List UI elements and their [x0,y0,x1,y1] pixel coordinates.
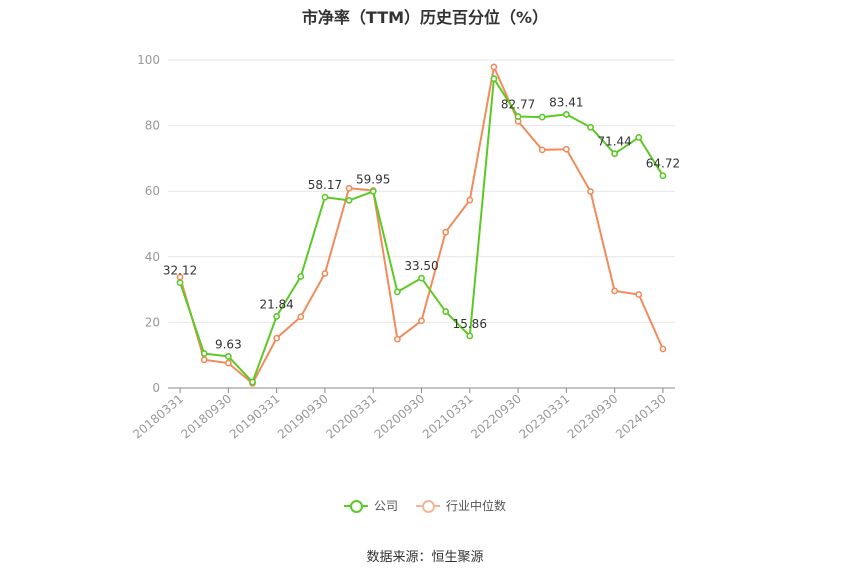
data-point-company [490,75,498,83]
data-label: 21.84 [259,297,293,311]
data-point-company [562,111,570,118]
chart-plot: 0 20 40 60 80 100 2018033120180930201903312019… [130,53,680,442]
data-point-industry [297,313,305,321]
data-point-industry [587,188,594,195]
x-tick-label: 20240130 [613,392,669,442]
legend-item-company[interactable]: 公司 [343,497,398,514]
data-point-industry [466,196,474,204]
y-tick-label: 20 [145,315,160,329]
data-point-industry [635,291,643,298]
data-point-company [659,172,667,180]
data-point-industry [611,287,619,295]
data-point-company [297,273,305,280]
data-label: 83.41 [549,95,583,109]
data-point-company [249,378,256,386]
data-label: 9.63 [215,337,242,351]
data-point-company [418,274,425,282]
data-point-company [200,350,208,357]
legend-item-industry[interactable]: 行业中位数 [416,497,506,514]
data-point-company [273,312,281,320]
x-tick-label: 20190331 [227,392,283,442]
data-point-company [224,353,232,360]
data-label: 15.86 [453,317,487,331]
data-point-industry [393,335,401,343]
data-point-industry [659,345,667,353]
data-point-company [538,113,546,121]
legend-industry-marker-icon [416,499,440,513]
data-point-industry [490,63,498,71]
x-tick-label: 20180930 [178,392,234,442]
data-point-industry [562,145,570,153]
y-tick-label: 60 [145,184,160,198]
x-tick-label: 20190930 [275,392,331,442]
data-point-company [611,150,619,158]
y-tick-label: 40 [145,250,160,264]
x-tick-label: 20220930 [468,392,524,442]
data-point-company [345,196,353,204]
x-tick-label: 20200331 [323,392,379,442]
legend-company-label: 公司 [373,499,398,513]
data-point-company [587,123,594,131]
series-line-industry [179,65,664,385]
x-tick-label: 20180331 [130,392,186,442]
data-point-industry [321,270,329,277]
data-label: 82.77 [501,98,535,112]
data-point-company [514,113,522,120]
legend: 公司 行业中位数 [0,497,850,514]
data-point-company [466,332,474,340]
data-point-company [393,288,401,296]
x-tick-label: 20230331 [516,392,572,442]
data-point-company [369,187,377,195]
data-label: 33.50 [404,259,438,273]
data-point-industry [418,317,425,325]
data-label: 64.72 [646,157,680,171]
y-tick-label: 80 [145,119,160,133]
data-point-company [321,193,329,201]
data-label: 59.95 [356,172,390,186]
legend-industry-label: 行业中位数 [446,499,507,513]
data-point-industry [538,146,546,154]
data-label: 58.17 [308,178,342,192]
chart-title: 市净率（TTM）历史百分位（%） [301,8,549,27]
data-point-company [635,134,643,141]
data-point-industry [200,356,208,364]
data-point-industry [345,184,353,192]
data-label: 71.44 [597,135,631,149]
data-source-note: 数据来源：恒生聚源 [366,550,484,565]
y-tick-label: 100 [137,53,160,67]
data-point-industry [224,359,232,367]
y-tick-label: 0 [152,381,160,395]
legend-company-marker-icon [343,499,368,513]
data-point-company [442,308,450,315]
x-tick-label: 20230930 [565,392,621,442]
data-point-industry [273,334,281,342]
data-point-industry [442,228,450,236]
x-tick-label: 20210331 [420,392,476,442]
x-tick-label: 20200930 [372,392,428,442]
data-label: 32.12 [163,264,197,278]
data-point-company [176,279,184,287]
